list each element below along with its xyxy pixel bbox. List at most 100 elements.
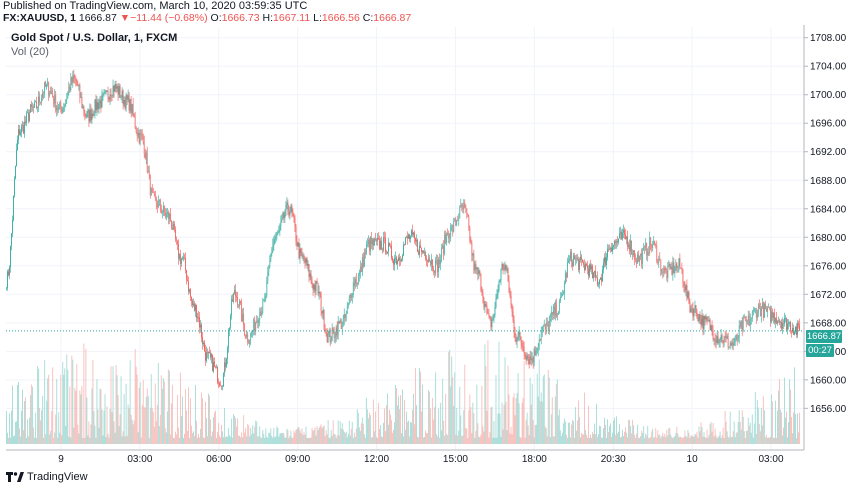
volume-bar [793,412,794,444]
candle-body [358,272,360,276]
volume-bar [226,436,228,444]
volume-bar [364,437,366,444]
volume-bar [124,436,126,444]
volume-bar [686,437,688,444]
volume-bar [474,437,476,444]
volume-bar [498,341,500,444]
volume-bar [62,361,64,444]
volume-bar [391,419,392,444]
volume-bar [781,412,782,444]
volume-bar [213,417,214,444]
volume-bar [738,410,740,444]
volume-legend[interactable]: Vol (20) [11,46,49,58]
volume-bar [67,369,69,444]
candle-body [47,81,49,84]
volume-bar [140,437,142,444]
volume-bar [741,410,743,444]
candle-body [63,107,65,109]
volume-bar [461,435,463,444]
volume-bar [354,436,356,444]
volume-bar [428,390,430,444]
volume-bar [605,424,606,444]
volume-bar [185,389,186,444]
candle-body [169,213,171,221]
candle-body [189,289,190,292]
candle-body [147,171,149,173]
candle-body [9,266,10,276]
candle-body [704,315,706,320]
candle-body [59,102,61,106]
candle-body [709,319,711,331]
volume-bar [403,436,404,444]
candle-body [413,232,414,235]
candle-body [162,206,164,213]
candle-body [637,254,639,264]
low-label: L: [313,12,322,24]
candle-body [256,320,258,323]
candle-body [157,200,159,208]
candle-body [128,95,130,111]
candle-body [272,244,274,251]
candle-body [416,239,417,242]
volume-bar [23,430,24,444]
volume-bar [736,432,738,444]
candle-body [239,301,241,306]
volume-bar [134,349,136,444]
candle-body [706,316,708,321]
volume-bar [29,417,31,444]
open-value: 1666.73 [221,12,260,24]
candle-body [557,311,559,315]
volume-bar [539,401,541,444]
candle-body [750,318,752,320]
volume-bar [528,435,530,444]
candle-body [718,341,720,343]
volume-bar [135,366,137,444]
volume-bar [571,419,573,444]
volume-bar [89,437,91,444]
volume-bar [672,437,674,444]
candle-body [379,238,380,250]
volume-bar [350,428,352,444]
volume-bar [450,386,452,444]
volume-bar [127,404,129,444]
candle-body [218,382,219,384]
volume-bar [472,402,474,444]
volume-bar [756,399,758,444]
candle-body [267,272,269,282]
volume-bar [186,410,187,444]
y-tick-label: 1680.00 [810,233,847,244]
volume-bar [629,420,631,444]
volume-bar [30,395,32,444]
candle-body [95,99,97,111]
footer-brand[interactable]: TradingView [6,471,88,483]
candle-body [250,332,252,340]
volume-bar [453,405,455,444]
volume-bar [529,377,531,444]
candle-body [776,317,777,324]
candle-body [553,306,555,315]
volume-bar [336,435,338,444]
volume-bar [104,394,106,444]
candle-body [636,260,638,264]
candle-body [762,302,764,318]
chart-title[interactable]: Gold Spot / U.S. Dollar, 1, FXCM [11,32,178,44]
volume-bar [668,428,670,444]
candle-body [799,324,800,331]
candle-body [714,338,716,341]
volume-bar [636,433,638,444]
volume-bar [158,426,160,444]
candle-body [610,248,611,249]
candle-body [568,259,570,261]
candle-body [451,225,453,227]
volume-bar [785,417,786,444]
candle-body [58,105,60,110]
candle-body [217,367,218,383]
volume-bar [502,429,504,444]
candle-body [733,342,735,346]
volume-bar [486,410,488,444]
volume-bar [374,411,376,444]
candle-body [644,247,646,248]
candle-body [330,340,332,342]
candle-body [168,213,170,219]
volume-bar [111,412,113,444]
